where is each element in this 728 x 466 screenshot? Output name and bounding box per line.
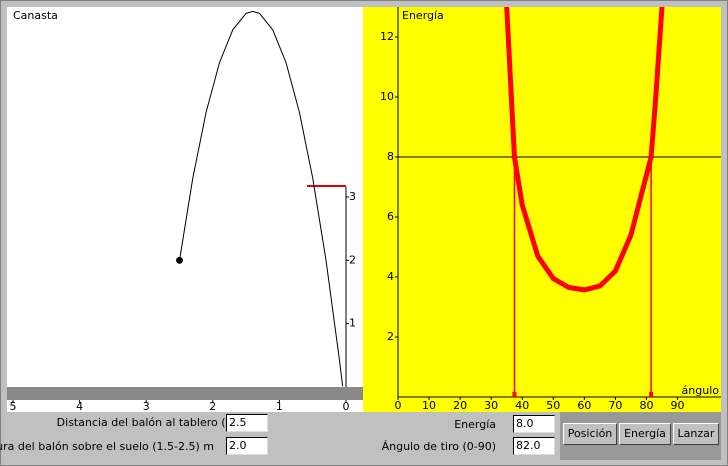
y-tick-label: 10 <box>380 90 394 103</box>
x-tick-label: 10 <box>422 399 436 412</box>
control-label: Distancia del balón al tablero (1-5) m <box>56 416 262 429</box>
control-label: Ángulo de tiro (0-90) <box>381 440 496 453</box>
x-tick-label: 40 <box>515 399 529 412</box>
chart-title: Canasta <box>13 9 58 22</box>
ground <box>7 387 363 400</box>
x-tick-label: 50 <box>546 399 560 412</box>
trajectory <box>179 10 344 387</box>
chart-title: Energía <box>402 9 444 22</box>
y-tick-label: 4 <box>387 270 394 283</box>
right-panel <box>363 7 721 412</box>
x-tick-label: 0 <box>395 399 402 412</box>
y-tick-label: 3 <box>349 190 356 203</box>
x-tick-label: 2 <box>209 400 216 413</box>
y-tick-label: 8 <box>387 150 394 163</box>
control-label: Energía <box>454 418 496 431</box>
button[interactable]: Energía <box>619 423 671 445</box>
y-tick-label: 6 <box>387 210 394 223</box>
y-tick-label: 2 <box>349 253 356 266</box>
input-field[interactable]: 2.5 <box>226 414 268 432</box>
button[interactable]: Lanzar <box>673 423 719 445</box>
input-field[interactable]: 82.0 <box>513 437 555 455</box>
solution-marker <box>512 392 517 397</box>
x-tick-label: 3 <box>143 400 150 413</box>
y-tick-label: 2 <box>387 330 394 343</box>
input-field[interactable]: 2.0 <box>226 437 268 455</box>
x-tick-label: 5 <box>10 400 17 413</box>
button[interactable]: Posición <box>563 423 617 445</box>
y-tick-label: 12 <box>380 30 394 43</box>
x-tick-label: 80 <box>639 399 653 412</box>
y-tick-label: 1 <box>349 317 356 330</box>
x-tick-label: 20 <box>453 399 467 412</box>
x-tick-label: 30 <box>484 399 498 412</box>
ball <box>176 256 183 264</box>
x-tick-label: 90 <box>671 399 685 412</box>
x-tick-label: 1 <box>276 400 283 413</box>
left-panel <box>7 7 363 412</box>
energy-curve <box>504 7 665 293</box>
control-label: Altura del balón sobre el suelo (1.5-2.5… <box>0 440 214 453</box>
x-tick-label: 60 <box>577 399 591 412</box>
input-field[interactable]: 8.0 <box>513 415 555 433</box>
x-tick-label: 70 <box>608 399 622 412</box>
x-tick-label: 4 <box>76 400 83 413</box>
x-tick-label: 0 <box>343 400 350 413</box>
x-axis-label: ángulo <box>682 384 720 397</box>
solution-marker <box>649 392 654 397</box>
